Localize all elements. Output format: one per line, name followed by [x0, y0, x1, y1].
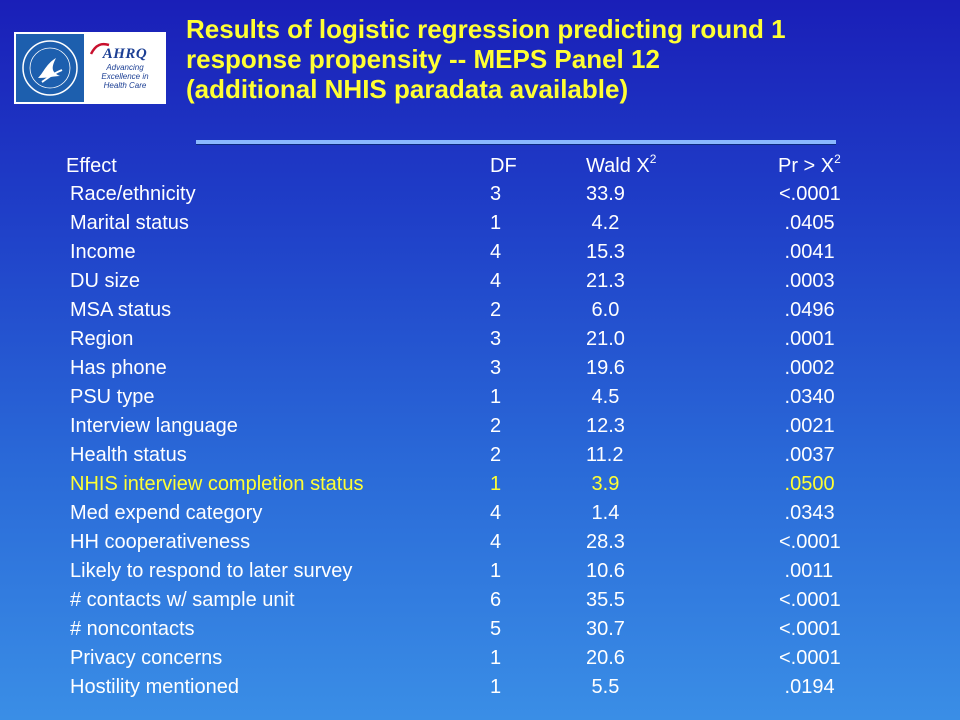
row-15-wald-cell: 35.5 — [586, 589, 625, 611]
row-13-wald-cell: 28.3 — [586, 531, 625, 553]
row-16-pr-cell: <.0001 — [779, 618, 841, 640]
row-8-pr-cell: .0340 — [779, 386, 835, 408]
row-7-effect-cell: Has phone — [70, 357, 167, 379]
header-df: DF — [490, 155, 517, 177]
row-5-effect-cell: MSA status — [70, 299, 172, 321]
row-10-pr-cell: .0037 — [779, 444, 835, 466]
row-5-pr-cell: .0496 — [779, 299, 835, 321]
row-12-pr-cell: .0343 — [779, 502, 835, 524]
row-10-effect-cell: Health status — [70, 444, 187, 466]
row-5-df-cell: 2 — [490, 299, 502, 321]
row-6-wald-cell: 21.0 — [586, 328, 625, 350]
row-12-wald-cell: 1.4 — [586, 502, 620, 524]
row-1-wald-cell: 33.9 — [586, 183, 625, 205]
logo-panel: AHRQ Advancing Excellence in Health Care — [14, 32, 166, 104]
row-2-pr-cell: .0405 — [779, 212, 835, 234]
row-14-effect-cell: Likely to respond to later survey — [70, 560, 353, 582]
row-18-df-cell: 1 — [490, 676, 502, 698]
row-2-df-cell: 1 — [490, 212, 502, 234]
row-16-df-cell: 5 — [490, 618, 502, 640]
row-17-effect-cell: Privacy concerns — [70, 647, 223, 669]
row-3-df-cell: 4 — [490, 241, 502, 263]
row-8-effect-cell: PSU type — [70, 386, 155, 408]
row-2-wald-cell: 4.2 — [586, 212, 620, 234]
title-divider — [196, 140, 836, 144]
row-17-wald-cell: 20.6 — [586, 647, 625, 669]
row-14-wald-cell: 10.6 — [586, 560, 625, 582]
row-14-pr-cell: .0011 — [779, 560, 834, 582]
row-9-pr-cell: .0021 — [779, 415, 835, 437]
row-6-pr-cell: .0001 — [779, 328, 835, 350]
row-10-wald-cell: 11.2 — [586, 444, 624, 466]
row-6-df-cell: 3 — [490, 328, 502, 350]
title-line-1: Results of logistic regression predictin… — [186, 14, 786, 44]
row-18-pr-cell: .0194 — [779, 676, 835, 698]
row-12-effect-cell: Med expend category — [70, 502, 263, 524]
row-17-df-cell: 1 — [490, 647, 502, 669]
row-11-wald-cell: 3.9 — [586, 473, 620, 495]
ahrq-tagline-2: Excellence in — [101, 72, 149, 81]
row-3-effect-cell: Income — [70, 241, 136, 263]
row-16-wald-cell: 30.7 — [586, 618, 625, 640]
row-3-pr-cell: .0041 — [779, 241, 835, 263]
row-15-df-cell: 6 — [490, 589, 502, 611]
header-wald: Wald X2 — [586, 152, 657, 177]
row-8-wald-cell: 4.5 — [586, 386, 620, 408]
row-4-effect-cell: DU size — [70, 270, 141, 292]
row-11-effect-cell: NHIS interview completion status — [70, 473, 364, 495]
row-7-pr-cell: .0002 — [779, 357, 835, 379]
row-12-df-cell: 4 — [490, 502, 502, 524]
ahrq-tagline-1: Advancing — [106, 63, 144, 72]
row-13-df-cell: 4 — [490, 531, 502, 553]
row-9-df-cell: 2 — [490, 415, 502, 437]
slide-title: Results of logistic regression predictin… — [186, 14, 946, 104]
ahrq-tagline-3: Health Care — [103, 81, 147, 90]
header-effect: Effect — [66, 155, 117, 177]
title-line-2: response propensity -- MEPS Panel 12 — [186, 44, 660, 74]
row-6-effect-cell: Region — [70, 328, 134, 350]
row-18-wald-cell: 5.5 — [586, 676, 620, 698]
row-17-pr-cell: <.0001 — [779, 647, 841, 669]
row-4-wald-cell: 21.3 — [586, 270, 625, 292]
row-15-pr-cell: <.0001 — [779, 589, 841, 611]
row-8-df-cell: 1 — [490, 386, 502, 408]
row-1-df-cell: 3 — [490, 183, 502, 205]
row-7-wald-cell: 19.6 — [586, 357, 625, 379]
row-2-effect-cell: Marital status — [70, 212, 189, 234]
row-9-wald-cell: 12.3 — [586, 415, 625, 437]
row-5-wald-cell: 6.0 — [586, 299, 620, 321]
title-line-3: (additional NHIS paradata available) — [186, 74, 629, 104]
row-14-df-cell: 1 — [490, 560, 502, 582]
row-11-df-cell: 1 — [490, 473, 502, 495]
row-16-effect-cell: # noncontacts — [70, 618, 195, 640]
row-13-pr-cell: <.0001 — [779, 531, 841, 553]
header-pr: Pr > X2 — [778, 152, 841, 177]
row-1-effect-cell: Race/ethnicity — [70, 183, 196, 205]
row-18-effect-cell: Hostility mentioned — [70, 676, 239, 698]
row-15-effect-cell: # contacts w/ sample unit — [70, 589, 295, 611]
ahrq-logo: AHRQ Advancing Excellence in Health Care — [84, 34, 166, 102]
row-3-wald-cell: 15.3 — [586, 241, 625, 263]
row-11-pr-cell: .0500 — [779, 473, 835, 495]
row-13-effect-cell: HH cooperativeness — [70, 531, 251, 553]
row-10-df-cell: 2 — [490, 444, 502, 466]
row-9-effect-cell: Interview language — [70, 415, 238, 437]
ahrq-name: AHRQ — [102, 46, 148, 62]
hhs-seal-logo — [16, 34, 84, 102]
row-4-pr-cell: .0003 — [779, 270, 835, 292]
row-7-df-cell: 3 — [490, 357, 502, 379]
row-1-pr-cell: <.0001 — [779, 183, 841, 205]
row-4-df-cell: 4 — [490, 270, 502, 292]
